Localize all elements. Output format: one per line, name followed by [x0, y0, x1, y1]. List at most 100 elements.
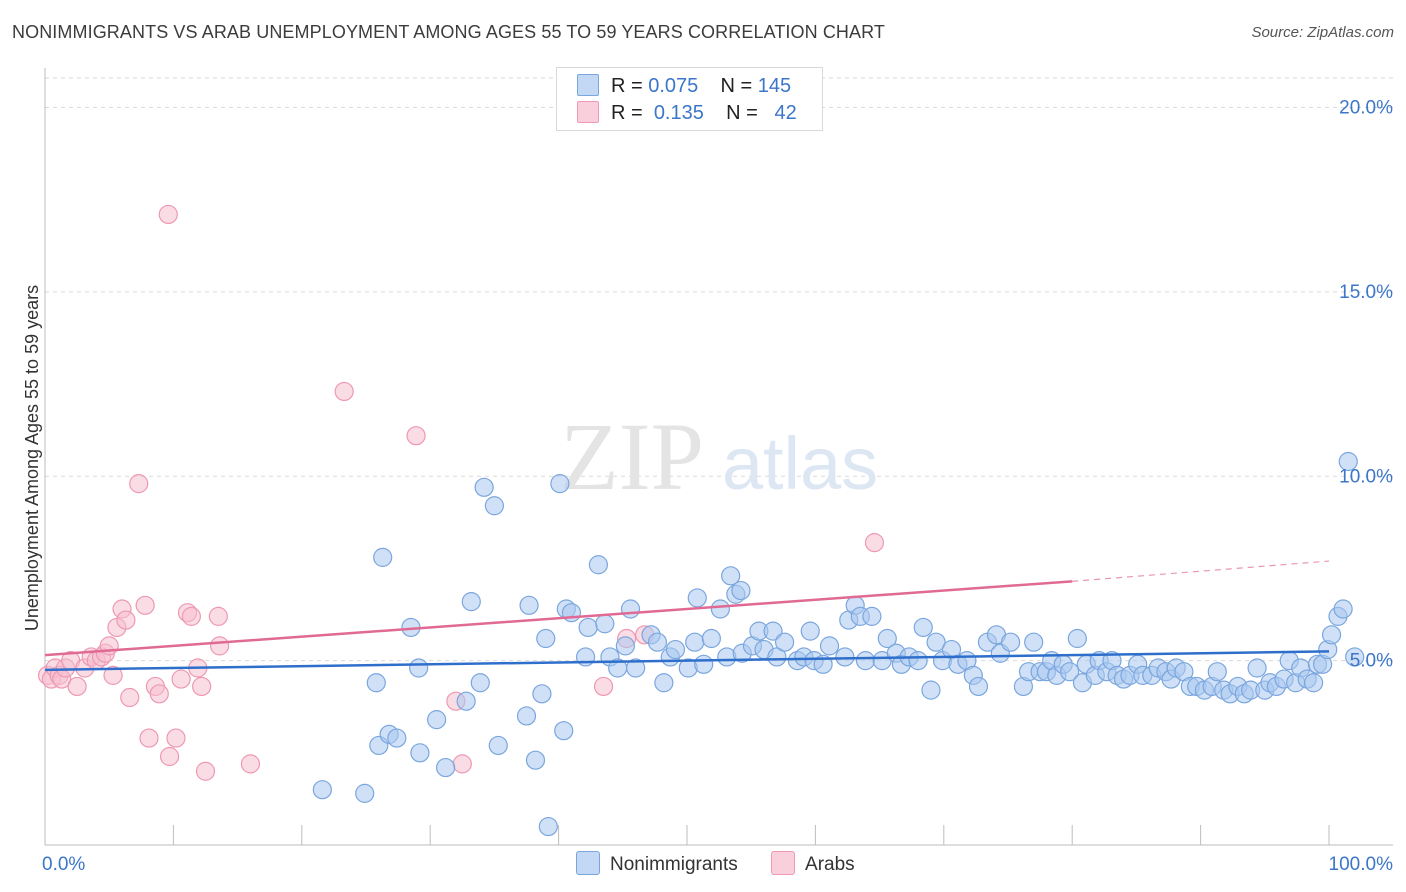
- nonimmigrants-point: [800, 621, 820, 641]
- nonimmigrants-point: [532, 684, 552, 704]
- y-tick-label: 5.0%: [1350, 651, 1393, 672]
- nonimmigrants-point: [819, 636, 840, 656]
- nonimmigrants-point: [595, 614, 615, 634]
- series-legend: Nonimmigrants Arabs: [576, 851, 883, 876]
- legend-n-value: 42: [774, 102, 797, 124]
- nonimmigrants-point: [355, 783, 375, 803]
- nonimmigrants-point: [1067, 628, 1087, 649]
- nonimmigrants-point: [474, 477, 494, 497]
- arabs-point: [67, 676, 87, 697]
- arabs-point: [181, 606, 201, 626]
- nonimmigrants-points: [312, 451, 1365, 837]
- nonimmigrants-point: [1338, 451, 1358, 472]
- nonimmigrants-point: [665, 639, 686, 660]
- legend-row-arabs: R = 0.135 N = 42: [577, 101, 797, 127]
- nonimmigrants-point: [456, 691, 476, 711]
- arabs-trend-line: [44, 580, 1073, 657]
- nonimmigrants-point: [694, 654, 714, 674]
- blue-swatch: [576, 851, 600, 875]
- arabs-point: [103, 665, 123, 685]
- legend-label-nonimmigrants: Nonimmigrants: [610, 854, 738, 875]
- y-tick-label: 15.0%: [1339, 282, 1393, 303]
- nonimmigrants-point: [1024, 632, 1044, 652]
- legend-n-value: 145: [757, 75, 792, 97]
- nonimmigrants-point: [519, 595, 539, 615]
- arabs-point: [149, 684, 169, 704]
- nonimmigrants-point: [620, 599, 641, 619]
- x-tick-label-max: 100.0%: [1329, 854, 1394, 875]
- correlation-legend: R = 0.075 N = 145 R = 0.135 N = 42: [556, 67, 823, 131]
- y-tick-label: 10.0%: [1339, 466, 1393, 487]
- nonimmigrants-point: [701, 628, 721, 649]
- nonimmigrants-point: [554, 721, 574, 741]
- nonimmigrants-point: [1060, 662, 1080, 682]
- nonimmigrants-point: [516, 706, 537, 726]
- arabs-point: [139, 728, 159, 748]
- y-tick-label: 20.0%: [1339, 98, 1393, 119]
- arabs-point: [158, 204, 178, 225]
- legend-row-nonimmigrants: R = 0.075 N = 145: [577, 74, 791, 100]
- nonimmigrants-point: [1321, 625, 1342, 645]
- arabs-points: [37, 204, 885, 781]
- trend-lines: [44, 560, 1330, 672]
- legend-n-label: N =: [720, 75, 753, 97]
- nonimmigrants-point: [835, 647, 855, 667]
- legend-label-arabs: Arabs: [805, 854, 855, 875]
- legend-r-label: R =: [611, 75, 643, 97]
- nonimmigrants-point: [1207, 662, 1227, 682]
- nonimmigrants-point: [647, 632, 668, 652]
- arabs-point: [210, 636, 230, 656]
- nonimmigrants-point: [1333, 599, 1353, 619]
- nonimmigrants-point: [626, 658, 646, 678]
- nonimmigrants-point: [877, 628, 897, 649]
- nonimmigrants-point: [908, 651, 928, 671]
- nonimmigrants-point: [536, 628, 556, 649]
- pink-swatch: [771, 851, 796, 875]
- nonimmigrants-point: [913, 617, 933, 638]
- watermark-atlas: atlas: [722, 422, 878, 505]
- nonimmigrants-point: [685, 632, 705, 652]
- nonimmigrants-point: [366, 673, 386, 693]
- nonimmigrants-point: [1303, 673, 1324, 693]
- arabs-point: [864, 533, 885, 553]
- nonimmigrants-point: [484, 496, 504, 516]
- arabs-point: [406, 426, 426, 446]
- arabs-point: [195, 761, 216, 781]
- nonimmigrants-trend-line: [44, 650, 1330, 672]
- nonimmigrants-point: [387, 728, 407, 748]
- arabs-point: [116, 610, 136, 630]
- arabs-point: [171, 669, 191, 689]
- nonimmigrants-point: [855, 651, 876, 671]
- nonimmigrants-point: [1000, 632, 1021, 652]
- nonimmigrants-point: [578, 617, 598, 638]
- watermark-zip: ZIP: [560, 403, 704, 510]
- nonimmigrants-point: [550, 474, 570, 494]
- nonimmigrants-point: [427, 710, 447, 730]
- arabs-point: [120, 687, 140, 708]
- legend-r-value: 0.135: [653, 102, 704, 124]
- nonimmigrants-point: [710, 599, 730, 619]
- arabs-point: [334, 381, 354, 402]
- gridlines: [45, 77, 1393, 662]
- arabs-point: [135, 595, 155, 615]
- arabs-point: [159, 746, 180, 767]
- nonimmigrants-point: [654, 673, 674, 693]
- axis-labels: 5.0% 10.0% 15.0% 20.0% 0.0% 100.0% Unemploymen…: [22, 98, 1393, 876]
- arabs-point: [240, 754, 261, 774]
- nonimmigrants-point: [461, 592, 481, 612]
- source-label: Source: ZipAtlas.com: [1251, 24, 1394, 41]
- arabs-point: [192, 676, 212, 697]
- nonimmigrants-point: [538, 816, 558, 837]
- chart-title: NONIMMIGRANTS VS ARAB UNEMPLOYMENT AMONG…: [12, 22, 886, 42]
- nonimmigrants-point: [767, 647, 787, 667]
- legend-r-label: R =: [611, 102, 643, 124]
- y-axis-title: Unemployment Among Ages 55 to 59 years: [22, 285, 42, 631]
- nonimmigrants-point: [409, 658, 429, 678]
- nonimmigrants-point: [968, 676, 989, 697]
- nonimmigrants-point: [312, 780, 332, 800]
- watermark: ZIP atlas: [560, 403, 878, 510]
- arabs-point: [166, 728, 186, 748]
- nonimmigrants-point: [687, 588, 707, 608]
- nonimmigrants-point: [721, 566, 741, 586]
